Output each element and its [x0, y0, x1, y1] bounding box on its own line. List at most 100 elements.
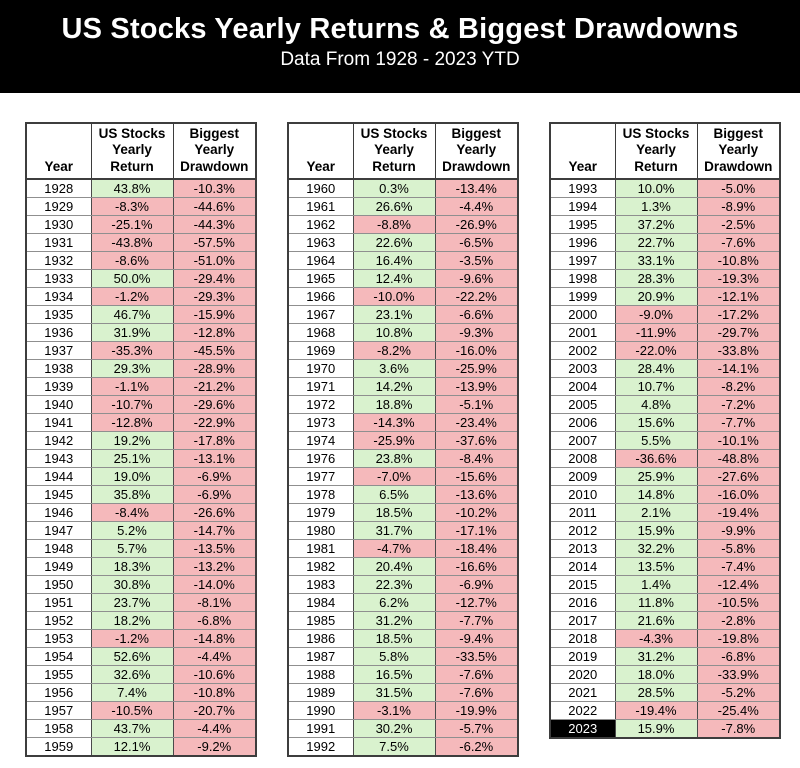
table-row: 1980 31.7% -17.1% — [287, 521, 519, 541]
year-cell: 2020 — [549, 665, 616, 685]
table-row: 2006 15.6% -7.7% — [549, 413, 781, 433]
table-row: 1965 12.4% -9.6% — [287, 269, 519, 289]
year-cell: 1945 — [25, 485, 92, 505]
drawdown-cell: -5.0% — [696, 178, 781, 199]
drawdown-cell: -6.2% — [434, 737, 519, 757]
table-row: 1977 -7.0% -15.6% — [287, 467, 519, 487]
return-cell: 16.4% — [352, 251, 436, 271]
return-cell: 25.1% — [90, 449, 174, 469]
table-row: 1932 -8.6% -51.0% — [25, 251, 257, 271]
year-cell: 1990 — [287, 701, 354, 721]
return-cell: -25.9% — [352, 431, 436, 451]
drawdown-cell: -22.9% — [172, 413, 257, 433]
return-cell: -10.5% — [90, 701, 174, 721]
return-cell: 30.2% — [352, 719, 436, 739]
drawdown-cell: -5.7% — [434, 719, 519, 739]
drawdown-cell: -44.3% — [172, 215, 257, 235]
title-banner: US Stocks Yearly Returns & Biggest Drawd… — [0, 0, 800, 93]
tables-area: Year US Stocks Yearly Return Biggest Yearl… — [0, 93, 800, 758]
year-cell: 1928 — [25, 178, 92, 199]
year-cell: 1937 — [25, 341, 92, 361]
year-cell: 1964 — [287, 251, 354, 271]
drawdown-cell: -5.1% — [434, 395, 519, 415]
return-cell: 31.5% — [352, 683, 436, 703]
drawdown-cell: -8.4% — [434, 449, 519, 469]
drawdown-cell: -4.4% — [434, 197, 519, 217]
return-cell: 6.2% — [352, 593, 436, 613]
table-row: 1985 31.2% -7.7% — [287, 611, 519, 631]
return-cell: 37.2% — [614, 215, 698, 235]
return-cell: -7.0% — [352, 467, 436, 487]
year-cell: 2014 — [549, 557, 616, 577]
table-row: 1929 -8.3% -44.6% — [25, 197, 257, 217]
drawdown-cell: -17.1% — [434, 521, 519, 541]
return-cell: -10.7% — [90, 395, 174, 415]
drawdown-cell: -8.9% — [696, 197, 781, 217]
year-cell: 1941 — [25, 413, 92, 433]
table-row: 1950 30.8% -14.0% — [25, 575, 257, 595]
drawdown-cell: -27.6% — [696, 467, 781, 487]
drawdown-cell: -16.0% — [696, 485, 781, 505]
return-cell: 12.4% — [352, 269, 436, 289]
drawdown-cell: -14.0% — [172, 575, 257, 595]
table-row: 2012 15.9% -9.9% — [549, 521, 781, 541]
return-cell: -8.6% — [90, 251, 174, 271]
table-row: 1944 19.0% -6.9% — [25, 467, 257, 487]
drawdown-cell: -14.1% — [696, 359, 781, 379]
drawdown-cell: -10.6% — [172, 665, 257, 685]
drawdown-cell: -37.6% — [434, 431, 519, 451]
table-row: 1988 16.5% -7.6% — [287, 665, 519, 685]
return-cell: 1.3% — [614, 197, 698, 217]
return-cell: 18.3% — [90, 557, 174, 577]
drawdown-cell: -16.6% — [434, 557, 519, 577]
drawdown-cell: -17.8% — [172, 431, 257, 451]
drawdown-cell: -13.6% — [434, 485, 519, 505]
table-row: 2019 31.2% -6.8% — [549, 647, 781, 667]
year-cell: 2023 — [549, 719, 616, 739]
table-row: 2018 -4.3% -19.8% — [549, 629, 781, 649]
column-header-drawdown: Biggest Yearly Drawdown — [696, 122, 781, 181]
drawdown-cell: -4.4% — [172, 719, 257, 739]
column-header-year: Year — [549, 122, 616, 181]
year-cell: 1970 — [287, 359, 354, 379]
drawdown-cell: -44.6% — [172, 197, 257, 217]
return-cell: 14.8% — [614, 485, 698, 505]
return-cell: -8.4% — [90, 503, 174, 523]
year-cell: 2017 — [549, 611, 616, 631]
return-cell: 31.7% — [352, 521, 436, 541]
year-cell: 1966 — [287, 287, 354, 307]
table-row: 1958 43.7% -4.4% — [25, 719, 257, 739]
year-cell: 1979 — [287, 503, 354, 523]
year-cell: 1999 — [549, 287, 616, 307]
table-row: 1974 -25.9% -37.6% — [287, 431, 519, 451]
table-row: 1945 35.8% -6.9% — [25, 485, 257, 505]
year-cell: 1984 — [287, 593, 354, 613]
return-cell: 18.5% — [352, 503, 436, 523]
year-cell: 1940 — [25, 395, 92, 415]
return-cell: 35.8% — [90, 485, 174, 505]
drawdown-cell: -13.9% — [434, 377, 519, 397]
return-cell: -1.2% — [90, 629, 174, 649]
header-row: Year US Stocks Yearly Return Biggest Yearl… — [287, 122, 519, 181]
return-cell: 5.7% — [90, 539, 174, 559]
drawdown-cell: -14.7% — [172, 521, 257, 541]
return-cell: -19.4% — [614, 701, 698, 721]
return-cell: 33.1% — [614, 251, 698, 271]
table-row: 1957 -10.5% -20.7% — [25, 701, 257, 721]
table-row: 1986 18.5% -9.4% — [287, 629, 519, 649]
year-cell: 1977 — [287, 467, 354, 487]
year-cell: 1981 — [287, 539, 354, 559]
year-cell: 1948 — [25, 539, 92, 559]
year-cell: 1980 — [287, 521, 354, 541]
return-cell: 10.0% — [614, 178, 698, 199]
return-cell: 7.4% — [90, 683, 174, 703]
drawdown-cell: -29.6% — [172, 395, 257, 415]
return-cell: 0.3% — [352, 178, 436, 199]
return-cell: 1.4% — [614, 575, 698, 595]
year-cell: 1976 — [287, 449, 354, 469]
year-cell: 1991 — [287, 719, 354, 739]
return-cell: 22.7% — [614, 233, 698, 253]
drawdown-cell: -2.8% — [696, 611, 781, 631]
return-cell: -12.8% — [90, 413, 174, 433]
return-cell: -10.0% — [352, 287, 436, 307]
